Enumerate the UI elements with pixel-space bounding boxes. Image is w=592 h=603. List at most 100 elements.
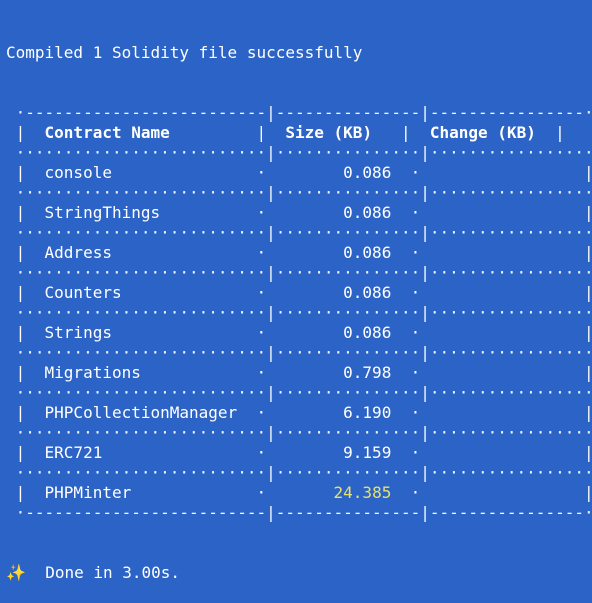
size-cell: 0.086 <box>343 243 392 262</box>
table-cell-border: · <box>391 403 421 422</box>
contract-name-cell: Counters <box>44 283 122 302</box>
table-bottom-border: ·-------------------------|-------------… <box>6 503 592 523</box>
table-cell-border: · <box>391 363 421 382</box>
table-border: ··························|·············… <box>6 223 592 242</box>
header-size: Size (KB) <box>285 123 373 142</box>
table-cell-border: · <box>391 203 421 222</box>
size-padding <box>266 443 343 462</box>
table-border: ··························|·············… <box>6 343 592 362</box>
header-contract-name: Contract Name <box>44 123 170 142</box>
table-cell-border: · <box>160 203 267 222</box>
table-row-separator: ··························|·············… <box>6 263 592 283</box>
table-cell-border: · <box>131 483 267 502</box>
table-cell-border: | <box>6 243 45 262</box>
table-border: ··························|·············… <box>6 263 592 282</box>
table-border: ··························|·············… <box>6 423 592 442</box>
contract-name-cell: Migrations <box>44 363 141 382</box>
done-spacing <box>26 563 45 582</box>
header-change: Change (KB) <box>429 123 536 142</box>
table-cell-border: | <box>420 163 592 182</box>
table-header-row: | Contract Name | Size (KB) | Change (KB… <box>6 123 592 143</box>
table-cell-border: · <box>111 243 267 262</box>
size-padding <box>266 203 343 222</box>
contract-name-cell: Strings <box>44 323 112 342</box>
size-cell: 0.798 <box>343 363 392 382</box>
size-padding <box>266 363 343 382</box>
table-row-separator: ··························|·············… <box>6 343 592 363</box>
table-row: | Strings · 0.086 · | <box>6 323 592 343</box>
table-cell-border: · <box>391 443 421 462</box>
table-row: | PHPMinter · 24.385 · | <box>6 483 592 503</box>
table-row: | StringThings · 0.086 · | <box>6 203 592 223</box>
table-row-separator: ··························|·············… <box>6 423 592 443</box>
table-cell-border: · <box>391 283 421 302</box>
contract-name-cell: console <box>44 163 112 182</box>
size-cell: 0.086 <box>343 163 392 182</box>
contract-name-cell: PHPMinter <box>44 483 132 502</box>
table-cell-border: · <box>237 403 267 422</box>
table-row: | ERC721 · 9.159 · | <box>6 443 592 463</box>
table-cell-border: · <box>140 363 267 382</box>
table-cell-border: | <box>6 483 45 502</box>
size-cell: 0.086 <box>343 283 392 302</box>
contract-name-cell: PHPCollectionManager <box>44 403 238 422</box>
size-padding <box>266 163 343 182</box>
table-cell-border: | <box>420 323 592 342</box>
table-cell-border: | <box>420 483 592 502</box>
table-cell-border: · <box>391 243 421 262</box>
table-row-separator: ··························|·············… <box>6 463 592 483</box>
table-cell-border: | <box>420 403 592 422</box>
table-border: ··························|·············… <box>6 463 592 482</box>
size-cell: 0.086 <box>343 203 392 222</box>
table-cell-border: | <box>6 363 45 382</box>
table-cell-border: · <box>111 163 267 182</box>
table-row-separator: ··························|·············… <box>6 223 592 243</box>
table-border: ··························|·············… <box>6 183 592 202</box>
terminal-output: Compiled 1 Solidity file successfully ·-… <box>6 3 592 582</box>
table-cell-border: | <box>6 323 45 342</box>
table-cell-border: | <box>420 243 592 262</box>
table-row-separator: ··························|·············… <box>6 383 592 403</box>
table-cell-border: · <box>102 443 267 462</box>
compile-message: Compiled 1 Solidity file successfully <box>6 43 363 62</box>
table-top-border: ·-------------------------|-------------… <box>6 103 592 123</box>
contract-size-table: ·-------------------------|-------------… <box>6 103 592 523</box>
table-row: | Migrations · 0.798 · | <box>6 363 592 383</box>
table-cell-border: | <box>6 163 45 182</box>
table-row-separator: ··························|·············… <box>6 303 592 323</box>
table-cell-border: · <box>391 323 421 342</box>
done-message: Done in 3.00s. <box>45 563 181 582</box>
table-border: ··························|·············… <box>6 303 592 322</box>
table-cell-border: · <box>111 323 267 342</box>
table-cell-border: | <box>420 363 592 382</box>
table-row-separator: ··························|·············… <box>6 143 592 163</box>
table-border: ·-------------------------|-------------… <box>6 103 592 122</box>
size-cell: 9.159 <box>343 443 392 462</box>
size-padding <box>266 403 343 422</box>
table-cell-border: | <box>420 443 592 462</box>
size-padding <box>266 323 343 342</box>
table-cell-border: | <box>372 123 430 142</box>
table-cell-border: · <box>391 483 421 502</box>
table-cell-border: · <box>391 163 421 182</box>
table-cell-border: | <box>420 203 592 222</box>
table-row: | console · 0.086 · | <box>6 163 592 183</box>
table-cell-border: | <box>6 283 45 302</box>
table-row: | Address · 0.086 · | <box>6 243 592 263</box>
table-cell-border: | <box>6 443 45 462</box>
table-row-separator: ··························|·············… <box>6 183 592 203</box>
contract-name-cell: ERC721 <box>44 443 103 462</box>
done-line: ✨ Done in 3.00s. <box>6 563 592 583</box>
size-padding <box>266 483 333 502</box>
size-cell: 0.086 <box>343 323 392 342</box>
table-border: ··························|·············… <box>6 383 592 402</box>
header-padding <box>170 123 257 142</box>
size-cell: 24.385 <box>333 483 392 502</box>
size-padding <box>266 283 343 302</box>
contract-name-cell: StringThings <box>44 203 161 222</box>
size-padding <box>266 243 343 262</box>
table-cell-border: | <box>6 203 45 222</box>
table-cell-border: | <box>256 123 286 142</box>
table-cell-border: · <box>121 283 267 302</box>
size-cell: 6.190 <box>343 403 392 422</box>
